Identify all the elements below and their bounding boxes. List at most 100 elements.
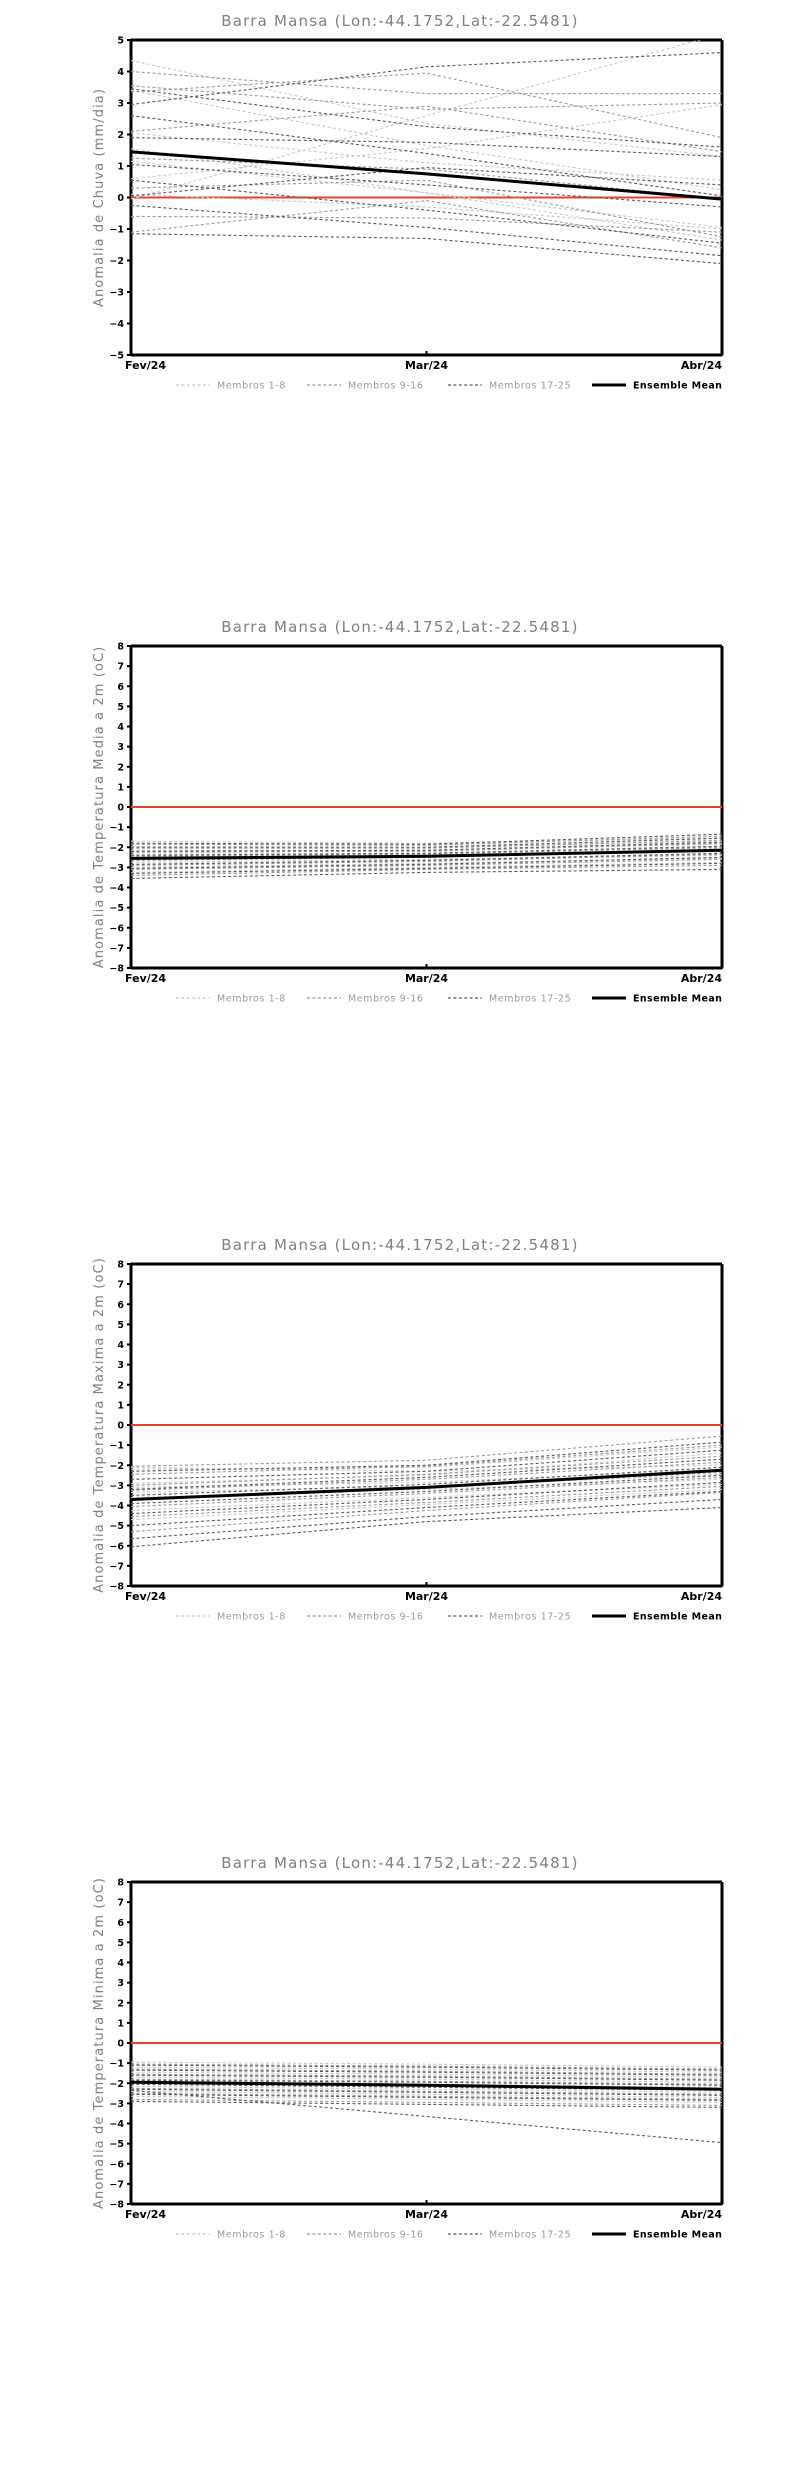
member-line <box>131 104 722 180</box>
y-tick-label: −1 <box>109 823 124 834</box>
y-tick-label: −4 <box>109 319 124 330</box>
member-line <box>131 167 722 197</box>
legend-label: Ensemble Mean <box>633 381 722 392</box>
member-line <box>131 2089 722 2144</box>
y-tick-label: 5 <box>117 1320 124 1331</box>
y-tick-label: −3 <box>109 863 124 874</box>
x-tick-label: Abr/24 <box>681 972 722 985</box>
chart-svg: Barra Mansa (Lon:-44.1752,Lat:-22.5481) A… <box>92 1236 724 1623</box>
y-tick-label: 2 <box>117 762 124 773</box>
x-tick-label: Fev/24 <box>125 2208 166 2221</box>
y-axis-label: Anomalia de Temperatura Minima a 2m (oC) <box>92 1877 107 2209</box>
legend-label: Membros 17-25 <box>489 2230 571 2241</box>
member-line <box>131 835 722 846</box>
y-axis-label: Anomalia de Temperatura Maxima a 2m (oC) <box>92 1257 107 1593</box>
member-line <box>131 1452 722 1484</box>
y-axis-label: Anomalia de Chuva (mm/dia) <box>92 88 107 307</box>
member-line <box>131 157 722 200</box>
y-tick-label: 6 <box>117 682 124 693</box>
legend-label: Membros 1-8 <box>217 994 286 1005</box>
y-tick-label: −1 <box>109 2059 124 2070</box>
y-tick-label: −1 <box>109 225 124 236</box>
member-line <box>131 215 722 233</box>
legend-label: Membros 17-25 <box>489 381 571 392</box>
member-line <box>131 2063 722 2070</box>
member-line <box>131 2076 722 2083</box>
member-line <box>131 862 722 874</box>
y-tick-label: 2 <box>117 1998 124 2009</box>
plot-area <box>131 2042 722 2144</box>
member-line <box>131 72 722 139</box>
member-line <box>131 1481 722 1515</box>
y-tick-label: 5 <box>117 1938 124 1949</box>
y-tick-label: 2 <box>117 130 124 141</box>
y-tick-label: −7 <box>109 1561 124 1572</box>
ensemble-mean-line <box>131 150 722 201</box>
y-tick-label: 0 <box>117 803 124 814</box>
y-tick-label: 1 <box>117 782 124 793</box>
y-tick-label: −8 <box>109 2200 124 2211</box>
y-tick-label: 4 <box>117 722 124 733</box>
x-tick-label: Mar/24 <box>405 972 448 985</box>
member-line <box>131 845 722 856</box>
y-tick-label: −5 <box>109 1521 124 1532</box>
member-line <box>131 1458 722 1490</box>
ensemble-mean-line <box>131 1468 722 1501</box>
chart-panel: Barra Mansa (Lon:-44.1752,Lat:-22.5481) A… <box>0 0 800 618</box>
y-tick-label: −7 <box>109 943 124 954</box>
member-line <box>131 2078 722 2085</box>
y-axis-label: Anomalia de Temperatura Media a 2m (oC) <box>92 646 107 969</box>
chart-panel: Barra Mansa (Lon:-44.1752,Lat:-22.5481) A… <box>0 1236 800 1854</box>
legend-label: Ensemble Mean <box>633 1612 722 1623</box>
y-tick-label: −6 <box>109 2159 124 2170</box>
member-line <box>131 88 722 148</box>
ensemble-mean-line <box>131 2080 722 2091</box>
member-line <box>131 2071 722 2078</box>
member-line <box>131 1449 722 1480</box>
legend-label: Membros 9-16 <box>348 381 424 392</box>
y-tick-label: 8 <box>117 1260 124 1271</box>
member-line <box>131 1498 722 1540</box>
member-line <box>131 856 722 869</box>
member-line <box>131 52 722 106</box>
member-line <box>131 839 722 849</box>
member-line <box>131 864 722 876</box>
member-line <box>131 846 722 857</box>
member-line <box>131 833 722 845</box>
y-tick-label: 3 <box>117 1360 124 1371</box>
legend-label: Membros 9-16 <box>348 2230 424 2241</box>
legend-label: Membros 1-8 <box>217 381 286 392</box>
panel-title: Barra Mansa (Lon:-44.1752,Lat:-22.5481) <box>221 1236 578 1254</box>
chart-svg: Barra Mansa (Lon:-44.1752,Lat:-22.5481) A… <box>92 1854 724 2241</box>
member-line <box>131 200 722 249</box>
y-tick-label: −2 <box>109 256 124 267</box>
y-tick-label: −4 <box>109 1501 124 1512</box>
y-tick-label: −8 <box>109 964 124 975</box>
member-line <box>131 179 722 238</box>
y-tick-label: 2 <box>117 1380 124 1391</box>
legend-label: Membros 1-8 <box>217 2230 286 2241</box>
member-line <box>131 2073 722 2080</box>
y-tick-label: 0 <box>117 193 124 204</box>
x-tick-label: Abr/24 <box>681 1590 722 1603</box>
member-line <box>131 2066 722 2073</box>
x-tick-label: Abr/24 <box>681 359 722 372</box>
member-line <box>131 2079 722 2086</box>
y-tick-label: 0 <box>117 2039 124 2050</box>
member-line <box>131 233 722 265</box>
member-line <box>131 1435 722 1467</box>
y-tick-label: 3 <box>117 99 124 110</box>
legend-label: Membros 17-25 <box>489 994 571 1005</box>
member-line <box>131 841 722 852</box>
member-line <box>131 842 722 853</box>
member-line <box>131 1461 722 1491</box>
y-tick-label: 1 <box>117 162 124 173</box>
member-line <box>131 115 722 197</box>
member-line <box>131 2092 722 2100</box>
y-tick-label: −3 <box>109 2099 124 2110</box>
x-tick-label: Mar/24 <box>405 359 448 372</box>
member-line <box>131 1506 722 1548</box>
member-line <box>131 85 722 110</box>
member-line <box>131 1455 722 1486</box>
x-tick-label: Mar/24 <box>405 2208 448 2221</box>
